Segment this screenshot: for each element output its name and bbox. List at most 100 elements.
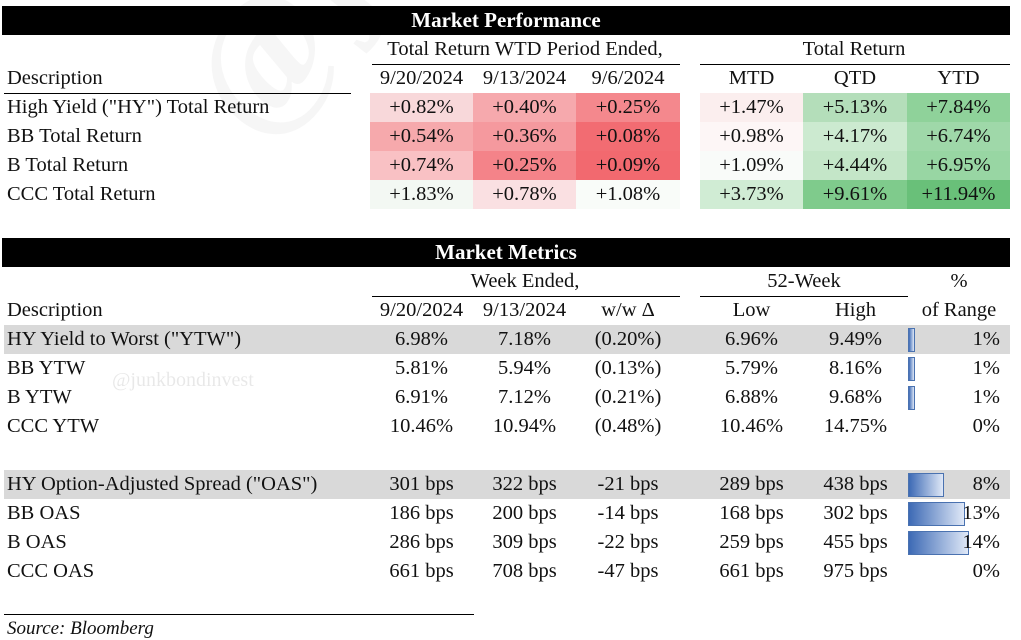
pct-of-range-value: 8% [972, 473, 1000, 495]
total-return-group-underline [700, 64, 1010, 65]
metrics-value-cell: 200 bps [492, 502, 557, 524]
metrics-col-header: Low [732, 299, 771, 321]
metrics-row-label: HY Yield to Worst ("YTW") [7, 328, 242, 350]
wtd-group-underline [372, 64, 680, 65]
metrics-value-cell: (0.20%) [594, 328, 662, 350]
total-return-group-header: Total Return [802, 38, 906, 60]
perf-col-header: YTD [937, 67, 980, 89]
pct-of-range-value: 14% [962, 531, 1000, 553]
perf-value-cell: +11.94% [907, 180, 1010, 209]
metrics-value-cell: 7.18% [498, 328, 551, 350]
perf-col-header: 9/20/2024 [379, 67, 464, 89]
perf-value-cell: +0.40% [473, 93, 576, 122]
metrics-row-label: BB OAS [7, 502, 81, 524]
metrics-value-cell: 6.96% [725, 328, 778, 350]
metrics-value-cell: 10.46% [389, 415, 454, 437]
range-data-bar [908, 357, 915, 381]
metrics-col-header: 9/20/2024 [379, 299, 464, 321]
row-highlight [4, 470, 1010, 499]
perf-value-cell: +1.08% [576, 180, 680, 209]
metrics-value-cell: 661 bps [389, 560, 454, 582]
perf-desc-underline [4, 93, 351, 94]
metrics-value-cell: 14.75% [823, 415, 888, 437]
metrics-value-cell: -22 bps [597, 531, 659, 553]
market-metrics-title: Market Metrics [2, 238, 1010, 267]
metrics-value-cell: (0.13%) [594, 357, 662, 379]
metrics-value-cell: -14 bps [597, 502, 659, 524]
metrics-row-label: CCC OAS [7, 560, 95, 582]
perf-value-cell: +0.25% [576, 93, 680, 122]
pct-of-range-value: 13% [962, 502, 1000, 524]
perf-value-cell: +7.84% [907, 93, 1010, 122]
perf-value-cell: +4.44% [803, 151, 907, 180]
perf-value-cell: +0.54% [370, 122, 473, 151]
metrics-value-cell: 8.16% [829, 357, 882, 379]
perf-value-cell: +0.36% [473, 122, 576, 151]
pct-of-range-value: 0% [972, 415, 1000, 437]
perf-row-label: B Total Return [7, 154, 129, 176]
market-performance-title: Market Performance [2, 6, 1010, 35]
metrics-value-cell: 708 bps [492, 560, 557, 582]
metrics-value-cell: 286 bps [389, 531, 454, 553]
range-data-bar [908, 386, 915, 410]
perf-value-cell: +0.78% [473, 180, 576, 209]
pct-of-range-value: 0% [972, 560, 1000, 582]
metrics-value-cell: -47 bps [597, 560, 659, 582]
week-ended-group-header: Week Ended, [470, 270, 580, 292]
perf-value-cell: +4.17% [803, 122, 907, 151]
metrics-col-header: w/w Δ [601, 299, 655, 321]
range-data-bar [908, 502, 965, 526]
week-ended-underline [372, 296, 680, 297]
perf-col-header: MTD [728, 67, 775, 89]
perf-value-cell: +0.74% [370, 151, 473, 180]
metrics-value-cell: 7.12% [498, 386, 551, 408]
perf-value-cell: +6.95% [907, 151, 1010, 180]
metrics-value-cell: 5.81% [395, 357, 448, 379]
metrics-value-cell: 6.91% [395, 386, 448, 408]
metrics-value-cell: -21 bps [597, 473, 659, 495]
metrics-row-label: HY Option-Adjusted Spread ("OAS") [7, 473, 318, 495]
range-data-bar [908, 531, 969, 555]
metrics-value-cell: 438 bps [823, 473, 888, 495]
metrics-col-header: 9/13/2024 [482, 299, 567, 321]
wtd-group-header: Total Return WTD Period Ended, [387, 38, 663, 60]
perf-col-header: 9/13/2024 [482, 67, 567, 89]
metrics-value-cell: 6.98% [395, 328, 448, 350]
watermark-small: @junkbondinvest [112, 369, 254, 391]
range-data-bar [908, 328, 915, 352]
perf-row-label: BB Total Return [7, 125, 142, 147]
pct-range-header-bottom: of Range [921, 299, 997, 321]
metrics-value-cell: 186 bps [389, 502, 454, 524]
perf-desc-header: Description [7, 67, 103, 89]
metrics-value-cell: 6.88% [725, 386, 778, 408]
perf-row-label: High Yield ("HY") Total Return [7, 96, 270, 118]
fifty-two-week-underline [700, 296, 908, 297]
perf-value-cell: +0.09% [576, 151, 680, 180]
perf-row-label: CCC Total Return [7, 183, 156, 205]
fifty-two-week-group-header: 52-Week [767, 270, 841, 292]
pct-of-range-value: 1% [972, 328, 1000, 350]
perf-value-cell: +1.47% [700, 93, 803, 122]
metrics-desc-header: Description [7, 299, 103, 321]
metrics-value-cell: 10.94% [492, 415, 557, 437]
metrics-value-cell: 168 bps [719, 502, 784, 524]
perf-value-cell: +3.73% [700, 180, 803, 209]
metrics-value-cell: (0.21%) [594, 386, 662, 408]
metrics-col-header: High [835, 299, 876, 321]
metrics-value-cell: 10.46% [719, 415, 784, 437]
perf-value-cell: +0.98% [700, 122, 803, 151]
metrics-value-cell: 309 bps [492, 531, 557, 553]
metrics-row-label: CCC YTW [7, 415, 100, 437]
source-note: Source: Bloomberg [7, 618, 154, 639]
perf-value-cell: +0.08% [576, 122, 680, 151]
metrics-value-cell: 259 bps [719, 531, 784, 553]
source-rule [4, 614, 474, 615]
metrics-value-cell: 302 bps [823, 502, 888, 524]
perf-col-header: 9/6/2024 [591, 67, 665, 89]
metrics-row-label: B OAS [7, 531, 67, 553]
metrics-row-label: BB YTW [7, 357, 86, 379]
metrics-value-cell: 975 bps [823, 560, 888, 582]
metrics-value-cell: 9.49% [829, 328, 882, 350]
perf-value-cell: +0.25% [473, 151, 576, 180]
metrics-value-cell: 301 bps [389, 473, 454, 495]
